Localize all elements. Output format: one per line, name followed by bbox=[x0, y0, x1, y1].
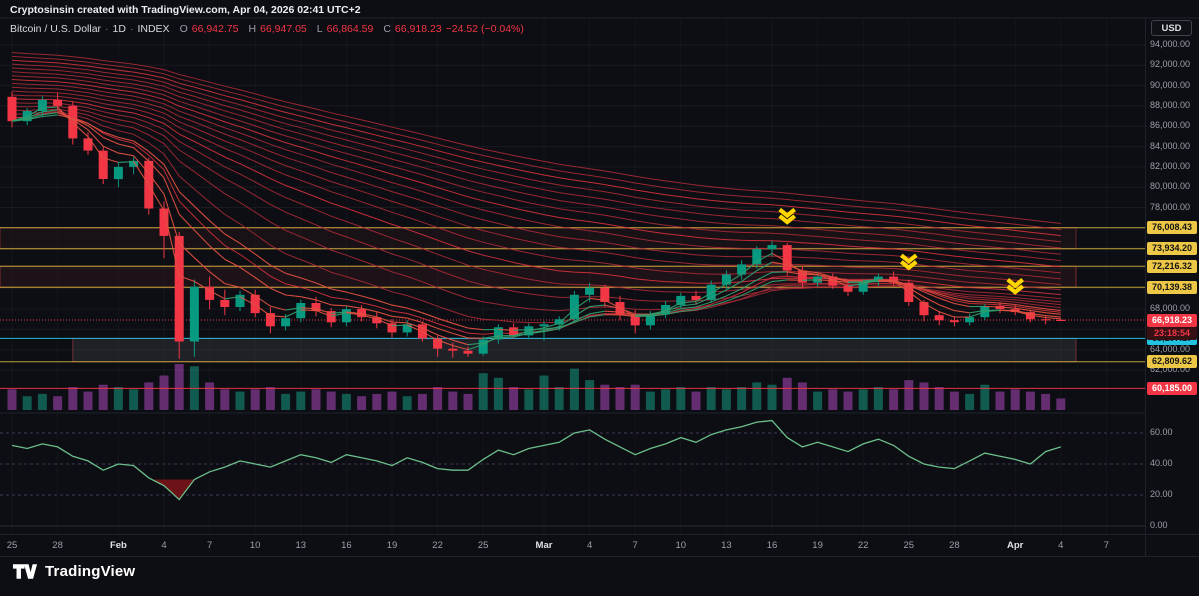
time-tick-label: 10 bbox=[249, 540, 261, 551]
time-tick-label: Feb bbox=[109, 540, 127, 551]
short-ema-layer bbox=[11, 106, 1061, 351]
price-tick-label: 80,000.00 bbox=[1150, 181, 1191, 192]
rsi-tick-label: 60.00 bbox=[1150, 427, 1173, 437]
price-tick-label: 90,000.00 bbox=[1150, 79, 1191, 90]
time-tick-label: 22 bbox=[432, 540, 443, 551]
last-price-label: 66,918.23 bbox=[1147, 313, 1197, 327]
price-level-label: 73,934.20 bbox=[1147, 242, 1197, 256]
separators-layer bbox=[0, 17, 1199, 557]
time-axis[interactable]: 25 28 Feb 4 7 10 13 16 19 22 25 Mar 4 7 10 13 16 19 22 25 28… bbox=[0, 537, 1145, 556]
rsi-layer bbox=[0, 419, 1145, 527]
grid-layer bbox=[0, 44, 1145, 371]
rsi-tick-label: 20.00 bbox=[1150, 489, 1173, 499]
time-tick-label: 25 bbox=[477, 540, 489, 551]
price-tick-label: 84,000.00 bbox=[1150, 140, 1191, 151]
open-label: O bbox=[179, 23, 188, 35]
tradingview-logo-icon bbox=[12, 564, 38, 579]
price-level-label: 72,216.32 bbox=[1147, 259, 1197, 273]
time-tick-label: 4 bbox=[586, 540, 593, 551]
price-tick-label: 62,000.00 bbox=[1150, 364, 1191, 374]
time-tick-label: 19 bbox=[812, 540, 823, 551]
time-tick-label: 4 bbox=[1058, 540, 1064, 551]
time-tick-label: 4 bbox=[161, 540, 167, 551]
open-value: 66,942.75 bbox=[191, 23, 239, 35]
arrows-layer bbox=[778, 207, 1025, 295]
time-tick-label: 22 bbox=[857, 540, 869, 551]
time-tick-label: 25 bbox=[903, 540, 915, 551]
price-tick-label: 82,000.00 bbox=[1150, 160, 1191, 171]
legend-separator: · bbox=[129, 23, 134, 35]
time-tick-label: 25 bbox=[6, 540, 18, 551]
price-tick-label: 86,000.00 bbox=[1150, 120, 1191, 131]
countdown-label: 23:18:54 bbox=[1147, 327, 1197, 341]
price-tick-label: 68,000.00 bbox=[1150, 303, 1191, 314]
currency-unit-button[interactable]: USD bbox=[1151, 20, 1192, 36]
ribbon-layer bbox=[11, 52, 1061, 335]
change-value: −24.52 (−0.04%) bbox=[445, 23, 524, 35]
time-tick-label: 13 bbox=[295, 540, 307, 551]
legend-separator: · bbox=[105, 23, 109, 35]
tradingview-wordmark: TradingView bbox=[45, 563, 136, 580]
low-label: L bbox=[316, 23, 323, 35]
price-tick-label: 64,000.00 bbox=[1150, 343, 1191, 354]
price-level-label: 62,809.62 bbox=[1147, 355, 1197, 369]
price-tick-label: 78,000.00 bbox=[1150, 201, 1191, 212]
time-tick-label: 7 bbox=[206, 540, 213, 551]
price-level-label: 76,008.43 bbox=[1147, 221, 1197, 235]
time-tick-label: 28 bbox=[52, 540, 63, 551]
price-tick-label: 88,000.00 bbox=[1150, 99, 1191, 110]
price-level-label: 60,185.00 bbox=[1147, 381, 1197, 395]
rsi-tick-label: 40.00 bbox=[1150, 458, 1173, 468]
price-level-label: 70,139.38 bbox=[1147, 280, 1197, 294]
interval-label[interactable]: 1D bbox=[112, 23, 126, 35]
time-tick-label: 28 bbox=[949, 540, 960, 551]
symbol-name[interactable]: Bitcoin / U.S. Dollar bbox=[10, 23, 102, 35]
time-tick-label: 7 bbox=[1103, 540, 1110, 551]
rsi-tick-label: 0.00 bbox=[1150, 520, 1168, 530]
time-tick-label: 13 bbox=[721, 540, 732, 551]
time-tick-label: 16 bbox=[341, 540, 352, 551]
exchange-label: INDEX bbox=[137, 23, 170, 35]
time-tick-label: 16 bbox=[766, 540, 778, 551]
time-tick-label: 7 bbox=[632, 540, 638, 551]
price-tick-label: 94,000.00 bbox=[1150, 39, 1191, 49]
time-tick-label: Mar bbox=[535, 540, 553, 551]
price-tick-label: 92,000.00 bbox=[1150, 59, 1191, 70]
time-tick-label: Apr bbox=[1007, 540, 1024, 551]
attribution-text: Cryptosinsin created with TradingView.co… bbox=[10, 4, 361, 16]
volume-layer bbox=[7, 364, 1066, 410]
low-value: 66,864.59 bbox=[326, 23, 374, 35]
time-tick-label: 19 bbox=[386, 540, 398, 551]
close-value: 66,918.23 bbox=[394, 23, 442, 35]
time-tick-label: 10 bbox=[675, 540, 687, 551]
chart-legend: Bitcoin / U.S. Dollar · 1D · INDEX O 66,9… bbox=[10, 23, 524, 35]
close-label: C bbox=[383, 23, 391, 35]
high-value: 66,947.05 bbox=[260, 23, 307, 35]
candles-layer bbox=[7, 91, 1066, 359]
tradingview-logo[interactable]: TradingView bbox=[12, 562, 135, 581]
high-label: H bbox=[248, 23, 257, 35]
price-scale[interactable]: 94,000.00 92,000.00 90,000.00 88,000.00 86,0… bbox=[1146, 0, 1199, 596]
